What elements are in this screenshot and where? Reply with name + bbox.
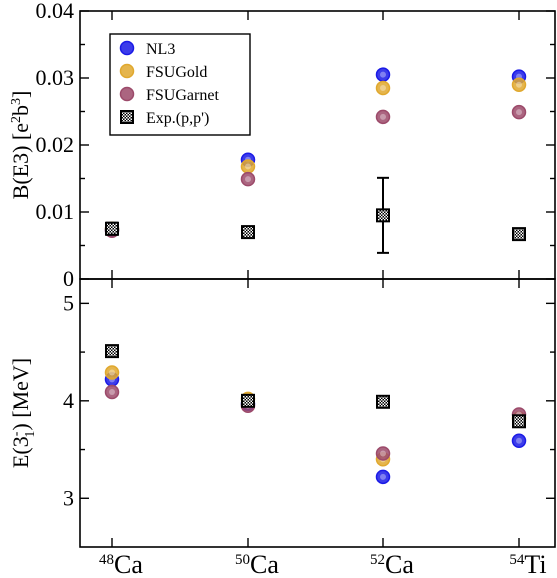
top-point-exppp bbox=[376, 208, 390, 223]
bottom-point-exppp bbox=[105, 344, 119, 359]
bottom-plot-frame bbox=[79, 278, 556, 548]
legend-label: Exp.(p,p') bbox=[146, 110, 209, 127]
top-x-axis bbox=[111, 11, 520, 279]
top-point-fsugarnet bbox=[375, 109, 391, 125]
bottom-panel: 3 4 5 E(3-1) [MeV] bbox=[8, 278, 556, 548]
top-point-fsugarnet bbox=[240, 171, 256, 187]
category-labels: 48Ca 50Ca 52Ca 54Ti bbox=[99, 550, 547, 578]
legend-marker bbox=[119, 63, 135, 79]
legend-marker bbox=[120, 110, 134, 124]
bottom-point-exppp bbox=[512, 414, 526, 429]
top-y-axis: 0 0.01 0.02 0.03 0.04 bbox=[36, 0, 555, 291]
top-data-marks bbox=[104, 67, 527, 254]
bottom-point-fsugarnet bbox=[375, 446, 391, 461]
bottom-y-tick-label: 5 bbox=[63, 290, 74, 315]
top-y-tick-label: 0.03 bbox=[36, 65, 75, 90]
legend-label: FSUGold bbox=[146, 64, 207, 81]
bottom-y-axis-label: E(3-1) [MeV] bbox=[8, 358, 38, 468]
top-point-exppp bbox=[105, 221, 119, 236]
top-point-fsugold bbox=[375, 80, 391, 96]
legend-label: NL3 bbox=[146, 41, 175, 58]
legend-marker bbox=[119, 40, 135, 56]
top-y-tick-label: 0 bbox=[63, 266, 74, 291]
bottom-point-nl3 bbox=[511, 433, 527, 449]
bottom-point-exppp bbox=[241, 393, 255, 408]
legend-marker bbox=[119, 86, 135, 102]
x-tick-label: 50Ca bbox=[235, 550, 279, 578]
x-tick-label: 54Ti bbox=[509, 550, 546, 578]
x-tick-label: 48Ca bbox=[99, 550, 143, 578]
bottom-point-nl3 bbox=[375, 469, 391, 485]
bottom-point-exppp bbox=[376, 394, 390, 409]
x-tick-label: 52Ca bbox=[370, 550, 414, 578]
bottom-y-tick-label: 4 bbox=[63, 388, 74, 413]
top-y-tick-label: 0.04 bbox=[36, 0, 75, 23]
bottom-point-fsugarnet bbox=[104, 384, 120, 400]
top-point-fsugarnet bbox=[511, 104, 527, 120]
bottom-point-fsugold bbox=[104, 365, 120, 380]
legend-label: FSUGarnet bbox=[146, 87, 219, 104]
top-y-tick-label: 0.01 bbox=[36, 199, 75, 224]
top-point-fsugold bbox=[511, 77, 527, 92]
top-point-exppp bbox=[512, 227, 526, 242]
top-y-axis-label: B(E3) [e2b3] bbox=[8, 91, 33, 200]
top-y-tick-label: 0.02 bbox=[36, 132, 75, 157]
top-point-exppp bbox=[241, 225, 255, 240]
bottom-y-axis: 3 4 5 bbox=[63, 290, 555, 510]
bottom-y-tick-label: 3 bbox=[63, 485, 74, 510]
bottom-x-axis bbox=[111, 279, 520, 547]
bottom-data-marks bbox=[104, 344, 527, 485]
legend: NL3 FSUGold FSUGarnet Exp.(p,p') bbox=[109, 33, 251, 136]
top-panel: 0 0.01 0.02 0.03 0.04 B(E3) [e2b3] NL3 FSUGol… bbox=[8, 0, 556, 291]
